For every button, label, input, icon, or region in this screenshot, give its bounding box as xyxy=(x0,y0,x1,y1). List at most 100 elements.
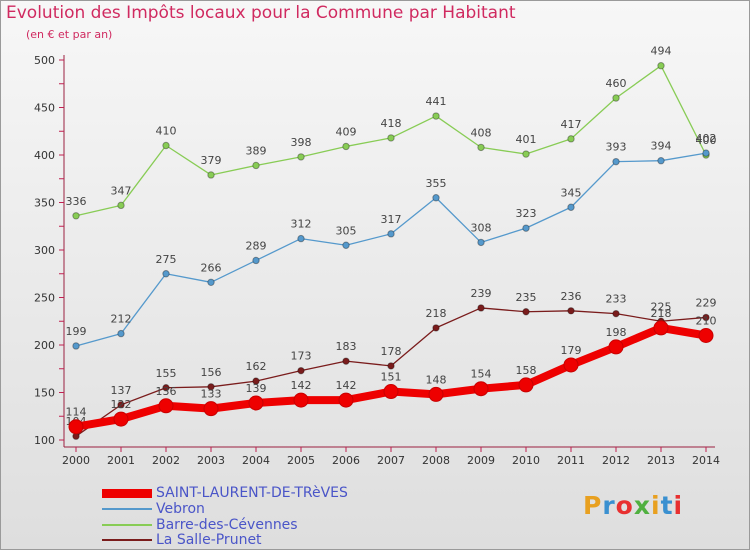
data-point xyxy=(522,150,530,158)
data-label: 460 xyxy=(606,77,627,90)
data-point xyxy=(612,309,620,318)
logo-letter: i xyxy=(651,491,661,520)
data-label: 347 xyxy=(111,184,132,197)
series-line xyxy=(75,152,707,347)
data-label: 239 xyxy=(471,287,492,300)
data-label: 183 xyxy=(336,340,357,353)
data-point xyxy=(387,134,395,142)
data-point xyxy=(117,329,125,338)
data-point xyxy=(612,157,620,166)
x-tick-label: 2005 xyxy=(287,454,315,467)
data-label: 417 xyxy=(561,118,582,131)
data-point xyxy=(162,270,170,278)
chart-axes: 100 150 200 250 300 350 400 450 500 2000 2001 2002 2… xyxy=(34,54,720,467)
data-label: 305 xyxy=(336,224,357,237)
data-point xyxy=(473,381,489,397)
data-point xyxy=(72,342,80,350)
data-label: 133 xyxy=(201,388,222,401)
logo-letter: r xyxy=(602,491,616,520)
data-label: 136 xyxy=(156,385,177,398)
x-tick-label: 2002 xyxy=(152,454,180,467)
legend-swatch xyxy=(102,488,152,498)
x-tick-label: 2011 xyxy=(557,454,585,467)
legend-label: SAINT-LAURENT-DE-TRèVES xyxy=(156,485,348,501)
data-point xyxy=(342,357,350,365)
data-point xyxy=(657,157,665,165)
legend-swatch xyxy=(102,508,152,510)
data-label: 162 xyxy=(246,360,267,373)
chart-subtitle: (en € et par an) xyxy=(26,28,113,41)
logo-letter: i xyxy=(673,491,684,520)
data-point xyxy=(657,61,665,70)
y-tick-label: 350 xyxy=(34,197,55,210)
data-label: 210 xyxy=(696,315,717,328)
y-tick-label: 500 xyxy=(34,54,55,67)
data-point xyxy=(162,141,170,150)
data-point xyxy=(387,362,395,370)
data-point xyxy=(477,238,485,247)
data-label: 218 xyxy=(651,307,672,320)
data-label: 345 xyxy=(561,186,582,199)
data-point xyxy=(518,377,534,393)
data-point xyxy=(702,313,710,322)
y-tick-label: 450 xyxy=(34,102,55,115)
x-tick-label: 2006 xyxy=(332,454,360,467)
data-point xyxy=(207,278,215,286)
data-label: 235 xyxy=(516,291,537,304)
data-point xyxy=(293,392,309,408)
data-point xyxy=(158,398,174,414)
x-tick-label: 2013 xyxy=(647,454,675,467)
legend-item: Vebron xyxy=(102,501,205,517)
logo-letter: x xyxy=(633,491,651,520)
legend-item: Barre-des-Cévennes xyxy=(102,517,298,533)
y-tick-label: 200 xyxy=(34,339,55,352)
data-label: 158 xyxy=(516,364,537,377)
data-label: 229 xyxy=(696,296,717,309)
data-point xyxy=(252,256,260,265)
legend-label: La Salle-Prunet xyxy=(156,532,262,548)
data-point xyxy=(432,112,440,120)
data-label: 236 xyxy=(561,290,582,303)
data-label: 336 xyxy=(66,195,87,208)
data-point xyxy=(342,241,350,249)
data-label: 400 xyxy=(696,134,717,147)
data-label: 179 xyxy=(561,344,582,357)
data-point xyxy=(432,194,440,202)
data-point xyxy=(567,203,575,211)
data-label: 218 xyxy=(426,307,447,320)
chart-title: Evolution des Impôts locaux pour la Comm… xyxy=(6,3,516,23)
data-label: 225 xyxy=(651,300,672,313)
data-label: 418 xyxy=(381,117,402,130)
data-label: 154 xyxy=(471,368,492,381)
series-layer: 1041371551561621731831782182392352362332… xyxy=(66,45,717,440)
data-point xyxy=(338,392,354,408)
y-tick-label: 250 xyxy=(34,292,55,305)
data-point xyxy=(248,395,264,411)
data-point xyxy=(297,153,305,161)
x-tick-label: 2001 xyxy=(107,454,135,467)
data-point xyxy=(653,320,669,336)
data-label: 137 xyxy=(111,384,132,397)
data-label: 494 xyxy=(651,45,672,58)
data-label: 173 xyxy=(291,350,312,363)
data-point xyxy=(113,411,129,427)
legend-label: Barre-des-Cévennes xyxy=(156,517,298,533)
data-point xyxy=(432,324,440,332)
data-point xyxy=(117,401,125,409)
data-label: 317 xyxy=(381,213,402,226)
data-point xyxy=(387,230,395,238)
series-la-salle-prunet: 1041371551561621731831782182392352362332… xyxy=(66,287,717,440)
x-tick-label: 2010 xyxy=(512,454,540,467)
x-tick-label: 2007 xyxy=(377,454,405,467)
data-point xyxy=(702,149,710,157)
data-point xyxy=(612,94,620,102)
data-label: 312 xyxy=(291,218,312,231)
y-tick-label: 300 xyxy=(34,244,55,257)
data-point xyxy=(162,384,170,392)
data-point xyxy=(522,308,530,316)
data-point xyxy=(522,224,530,232)
legend-swatch xyxy=(102,539,152,541)
data-point xyxy=(567,307,575,315)
series-saint-laurent-de-tr-ves: 114 122 136 133 139 142 142 151 148 154 158 179 198 2… xyxy=(66,307,717,435)
data-label: 289 xyxy=(246,239,267,252)
